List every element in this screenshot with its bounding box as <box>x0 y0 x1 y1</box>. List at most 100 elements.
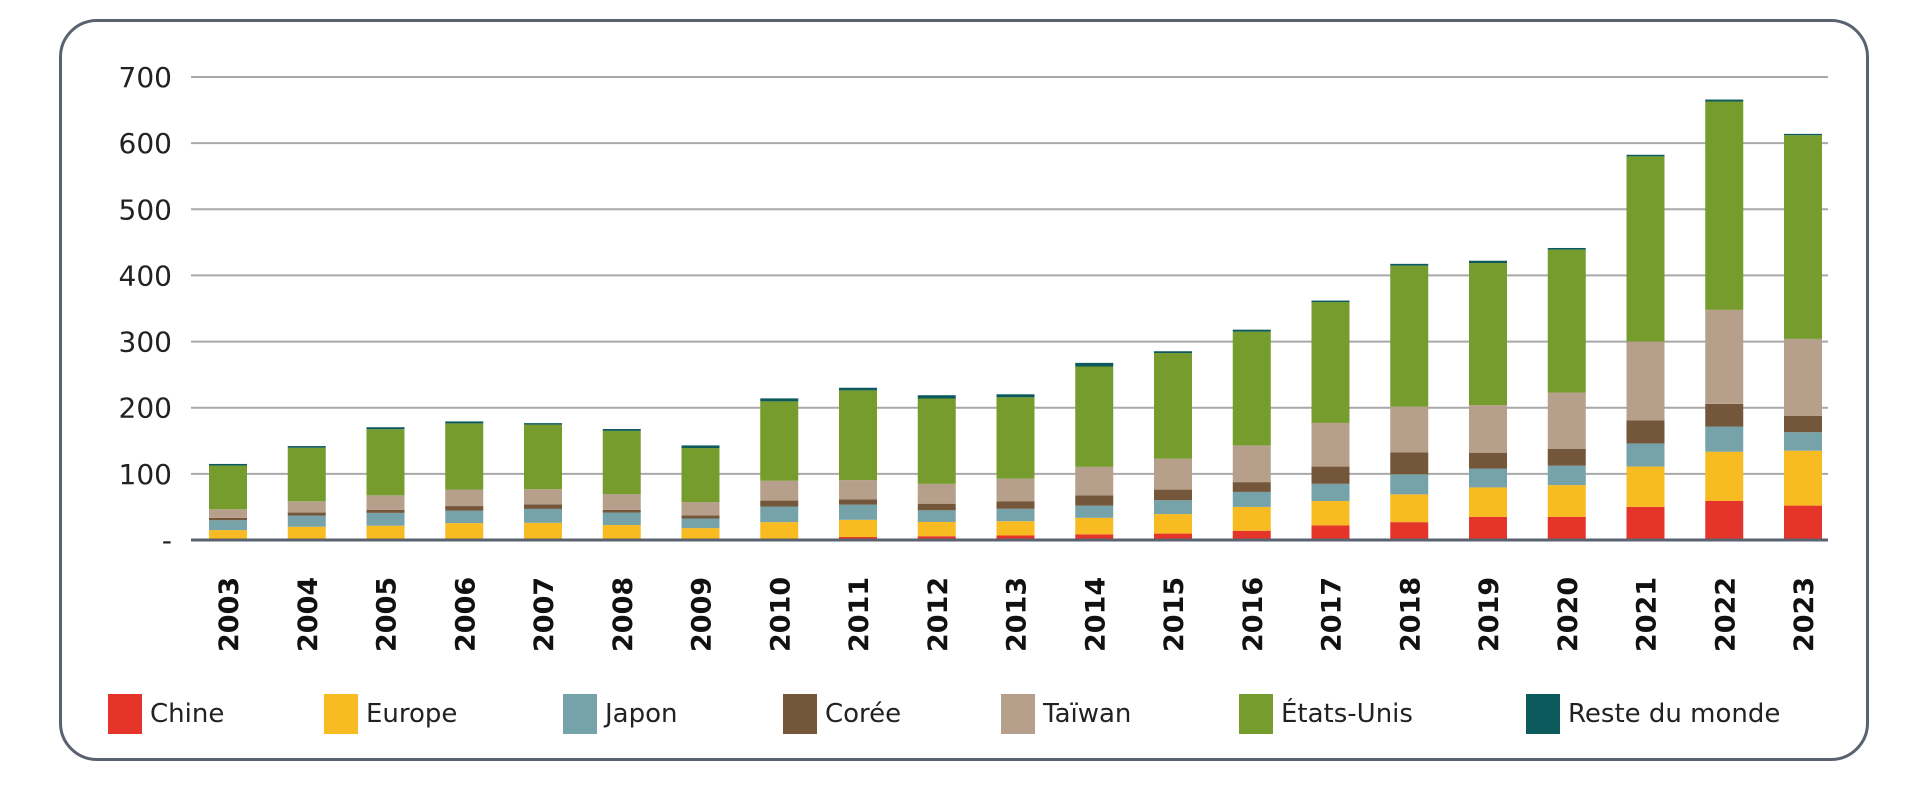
bar-segment-ta-wan-2003 <box>209 509 247 518</box>
bar-segment--tats-unis-2014 <box>1075 366 1114 467</box>
bar-segment-reste-du-monde-2016 <box>1232 329 1271 332</box>
bar-segment-ta-wan-2008 <box>602 494 641 510</box>
bar-segment-japon-2011 <box>839 504 877 520</box>
bar-segment-japon-2004 <box>287 515 326 527</box>
bar-segment-reste-du-monde-2017 <box>1311 300 1350 303</box>
bar-segment-reste-du-monde-2009 <box>681 445 720 449</box>
bar-segment-cor-e-2006 <box>445 506 484 511</box>
x-tick-label: 2017 <box>1317 577 1348 652</box>
bar-segment-japon-2018 <box>1390 474 1429 495</box>
bar-segment-cor-e-2022 <box>1705 403 1744 427</box>
bar-segment-chine-2015 <box>1154 533 1192 540</box>
bar-segment-europe-2012 <box>917 521 956 537</box>
bar-segment-ta-wan-2012 <box>917 483 956 504</box>
x-tick-label: 2004 <box>293 577 324 652</box>
bar-segment-cor-e-2010 <box>760 500 799 507</box>
x-tick-label: 2010 <box>765 577 796 652</box>
bar-segment-europe-2022 <box>1705 451 1744 501</box>
bar-segment-japon-2005 <box>366 512 405 526</box>
bar-segment-europe-2005 <box>366 525 405 540</box>
y-tick-label: 300 <box>119 326 172 359</box>
bar-segment-europe-2014 <box>1075 517 1114 535</box>
bar-segment-japon-2010 <box>760 506 799 523</box>
bar-segment-ta-wan-2009 <box>681 502 720 516</box>
bar-segment-cor-e-2015 <box>1154 489 1192 501</box>
bar-segment-chine-2013 <box>996 535 1035 540</box>
bar-segment-reste-du-monde-2020 <box>1547 247 1586 250</box>
bar-segment-europe-2010 <box>760 522 799 539</box>
bar-segment-cor-e-2009 <box>681 515 720 519</box>
bar-segment-chine-2020 <box>1547 516 1586 540</box>
bar-segment-reste-du-monde-2003 <box>209 463 247 466</box>
bar-segment-europe-2018 <box>1390 494 1429 523</box>
bar-segment-japon-2003 <box>209 520 247 531</box>
legend-swatch <box>1239 694 1273 734</box>
legend-item: Taïwan <box>1001 694 1131 734</box>
bar-segment-reste-du-monde-2022 <box>1705 99 1744 102</box>
bar-segment-ta-wan-2022 <box>1705 309 1744 404</box>
x-tick-label: 2023 <box>1789 577 1820 652</box>
x-tick-label: 2022 <box>1710 577 1741 652</box>
legend-swatch <box>324 694 358 734</box>
x-tick-label: 2011 <box>844 577 875 652</box>
bar-segment--tats-unis-2007 <box>524 424 562 490</box>
legend-swatch <box>1001 694 1035 734</box>
bar-segment-reste-du-monde-2018 <box>1390 263 1429 266</box>
bar-segment-chine-2016 <box>1232 530 1271 540</box>
bar-segment-reste-du-monde-2008 <box>602 429 641 431</box>
x-tick-label: 2019 <box>1474 577 1505 652</box>
bar-segment--tats-unis-2009 <box>681 448 720 503</box>
x-tick-label: 2014 <box>1080 577 1111 652</box>
bar-segment--tats-unis-2023 <box>1784 135 1822 339</box>
x-tick-label: 2018 <box>1395 577 1426 652</box>
legend-label: Corée <box>825 699 902 729</box>
y-tick-label: 700 <box>119 61 172 94</box>
x-tick-label: 2020 <box>1553 577 1584 652</box>
bar-segment-reste-du-monde-2021 <box>1626 154 1665 157</box>
bar-segment--tats-unis-2005 <box>366 429 405 496</box>
bar-segment-ta-wan-2011 <box>839 480 877 500</box>
bar-segment-chine-2017 <box>1311 525 1350 540</box>
bar-segment-cor-e-2020 <box>1547 448 1586 466</box>
bar-segment-reste-du-monde-2013 <box>996 394 1035 398</box>
bar-segment--tats-unis-2017 <box>1311 302 1350 423</box>
y-tick-label: 200 <box>119 392 172 425</box>
bar-segment-cor-e-2013 <box>996 501 1035 509</box>
bar-segment-cor-e-2008 <box>602 509 641 513</box>
bar-segment-ta-wan-2015 <box>1154 458 1192 490</box>
bar-segment-chine-2014 <box>1075 534 1114 540</box>
bar-segment-japon-2016 <box>1232 491 1271 507</box>
x-tick-label: 2021 <box>1632 577 1663 652</box>
bar-segment-chine-2019 <box>1469 516 1507 540</box>
x-tick-label: 2015 <box>1159 577 1190 652</box>
bar-segment--tats-unis-2015 <box>1154 353 1192 459</box>
bar-segment-chine-2022 <box>1705 500 1744 540</box>
x-tick-label: 2003 <box>214 577 245 652</box>
bar-segment-ta-wan-2014 <box>1075 466 1114 496</box>
bar-segment-japon-2007 <box>524 508 562 523</box>
bar-segment-japon-2014 <box>1075 505 1114 518</box>
bar-segment-europe-2006 <box>445 523 484 540</box>
x-tick-label: 2013 <box>1002 577 1033 652</box>
bar-segment-japon-2009 <box>681 518 720 529</box>
bar-segment-japon-2021 <box>1626 443 1665 467</box>
bar-segment-cor-e-2021 <box>1626 420 1665 444</box>
bar-segment-reste-du-monde-2006 <box>445 421 484 424</box>
bar-segment--tats-unis-2012 <box>917 398 956 484</box>
legend-label: Chine <box>150 699 225 729</box>
bar-segment-japon-2008 <box>602 512 641 525</box>
bar-segment-cor-e-2007 <box>524 504 562 509</box>
bar-segment-europe-2003 <box>209 530 247 540</box>
bar-segment--tats-unis-2019 <box>1469 262 1507 406</box>
bar-segment-cor-e-2016 <box>1232 482 1271 492</box>
legend-swatch <box>563 694 597 734</box>
bar-segment--tats-unis-2003 <box>209 465 247 510</box>
bar-segment--tats-unis-2018 <box>1390 265 1429 407</box>
x-tick-label: 2008 <box>608 577 639 652</box>
bar-segment-reste-du-monde-2005 <box>366 427 405 430</box>
bar-segment-reste-du-monde-2012 <box>917 395 956 399</box>
legend-label: Europe <box>366 699 458 729</box>
bar-segment-europe-2020 <box>1547 485 1586 517</box>
bar-segment-ta-wan-2004 <box>287 501 326 513</box>
legend-item: Reste du monde <box>1526 694 1780 734</box>
